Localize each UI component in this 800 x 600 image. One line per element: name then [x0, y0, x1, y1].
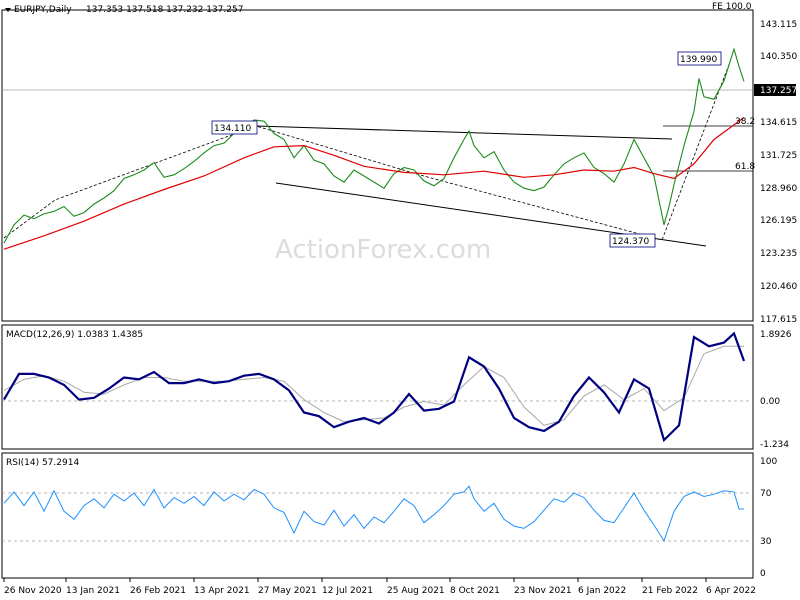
svg-text:1.8926: 1.8926: [760, 330, 792, 340]
upper-trendline: [255, 125, 673, 140]
svg-text:0.00: 0.00: [760, 397, 780, 407]
svg-text:117.615: 117.615: [760, 315, 797, 325]
chart-symbol: EURJPY,Daily: [14, 5, 72, 15]
time-axis: 26 Nov 2020 13 Jan 2021 26 Feb 2021 13 Apr …: [3, 578, 756, 596]
svg-text:-1.234: -1.234: [760, 440, 789, 450]
svg-text:134.615: 134.615: [760, 118, 797, 128]
zigzag-line: [3, 61, 731, 241]
macd-main-line: [3, 331, 746, 443]
time-tick-label: 23 Nov 2021: [514, 586, 572, 596]
price-axis: 143.115 140.350 134.615 131.725 128.960 …: [760, 20, 797, 325]
svg-text:100: 100: [760, 457, 777, 467]
collapse-triangle-icon[interactable]: [5, 8, 11, 12]
fib-618-label: 61.8: [735, 162, 755, 172]
annotation-124370: 124.370: [609, 233, 656, 248]
current-price-value: 137.257: [760, 86, 797, 96]
rsi-pane: [1, 452, 754, 579]
annotation-134110: 134.110: [211, 120, 258, 135]
macd-pane: [1, 324, 754, 450]
fib-100-label: FE 100.0: [712, 2, 752, 12]
price-pane: [1, 9, 754, 322]
svg-text:124.370: 124.370: [612, 237, 649, 247]
svg-text:70: 70: [760, 489, 772, 499]
time-tick-label: 12 Jul 2021: [322, 586, 373, 596]
svg-text:139.990: 139.990: [680, 55, 717, 65]
annotation-139990: 139.990: [677, 51, 722, 66]
current-price-tag: [754, 84, 796, 96]
time-tick-label: 27 May 2021: [258, 586, 317, 596]
macd-signal-line: [3, 345, 744, 426]
svg-text:140.350: 140.350: [760, 52, 797, 62]
time-tick-label: 26 Nov 2020: [4, 586, 62, 596]
svg-text:30: 30: [760, 537, 772, 547]
svg-text:128.960: 128.960: [760, 184, 797, 194]
svg-text:0: 0: [760, 569, 766, 579]
time-tick-label: 6 Jan 2022: [578, 586, 626, 596]
chart-ohlc: 137.353 137.518 137.232 137.257: [86, 5, 243, 15]
moving-average-line: [3, 117, 745, 250]
time-tick-label: 13 Apr 2021: [194, 586, 250, 596]
svg-text:134.110: 134.110: [214, 124, 251, 134]
svg-text:131.725: 131.725: [760, 151, 797, 161]
svg-text:123.235: 123.235: [760, 249, 797, 259]
time-tick-label: 8 Oct 2021: [450, 586, 500, 596]
time-tick-label: 13 Jan 2021: [66, 586, 120, 596]
time-tick-label: 21 Feb 2022: [642, 586, 698, 596]
rsi-axis: 100 70 30 0: [760, 457, 777, 579]
watermark: ActionForex.com: [275, 235, 491, 265]
fib-382-label: 38.2: [735, 117, 755, 127]
time-tick-label: 26 Feb 2021: [130, 586, 186, 596]
time-tick-label: 6 Apr 2022: [706, 586, 756, 596]
svg-text:120.460: 120.460: [760, 282, 797, 292]
macd-title: MACD(12,26,9) 1.0383 1.4385: [6, 330, 143, 340]
svg-text:143.115: 143.115: [760, 20, 797, 30]
rsi-title: RSI(14) 57.2914: [6, 458, 79, 468]
rsi-series-line: [3, 485, 744, 543]
svg-text:126.195: 126.195: [760, 216, 797, 226]
time-tick-label: 25 Aug 2021: [387, 586, 445, 596]
macd-axis: 1.8926 0.00 -1.234: [760, 330, 792, 450]
